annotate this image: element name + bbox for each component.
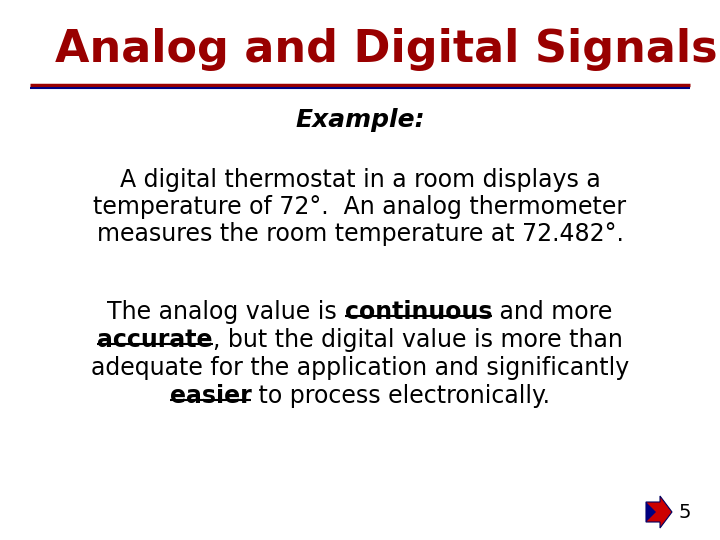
Text: , but the digital value is more than: , but the digital value is more than bbox=[213, 328, 623, 352]
Text: accurate: accurate bbox=[97, 328, 213, 352]
Text: Example:: Example: bbox=[295, 108, 425, 132]
Text: measures the room temperature at 72.482°.: measures the room temperature at 72.482°… bbox=[96, 222, 624, 246]
Text: temperature of 72°.  An analog thermometer: temperature of 72°. An analog thermomete… bbox=[94, 195, 626, 219]
Text: A digital thermostat in a room displays a: A digital thermostat in a room displays … bbox=[120, 168, 600, 192]
Text: adequate for the application and significantly: adequate for the application and signifi… bbox=[91, 356, 629, 380]
Text: continuous: continuous bbox=[345, 300, 492, 324]
Text: and more: and more bbox=[492, 300, 613, 324]
Text: The analog value is: The analog value is bbox=[107, 300, 345, 324]
Text: easier: easier bbox=[170, 384, 251, 408]
Text: 5: 5 bbox=[678, 503, 690, 522]
Text: Analog and Digital Signals: Analog and Digital Signals bbox=[55, 28, 718, 71]
Text: to process electronically.: to process electronically. bbox=[251, 384, 550, 408]
Polygon shape bbox=[646, 496, 672, 528]
Polygon shape bbox=[646, 502, 656, 522]
